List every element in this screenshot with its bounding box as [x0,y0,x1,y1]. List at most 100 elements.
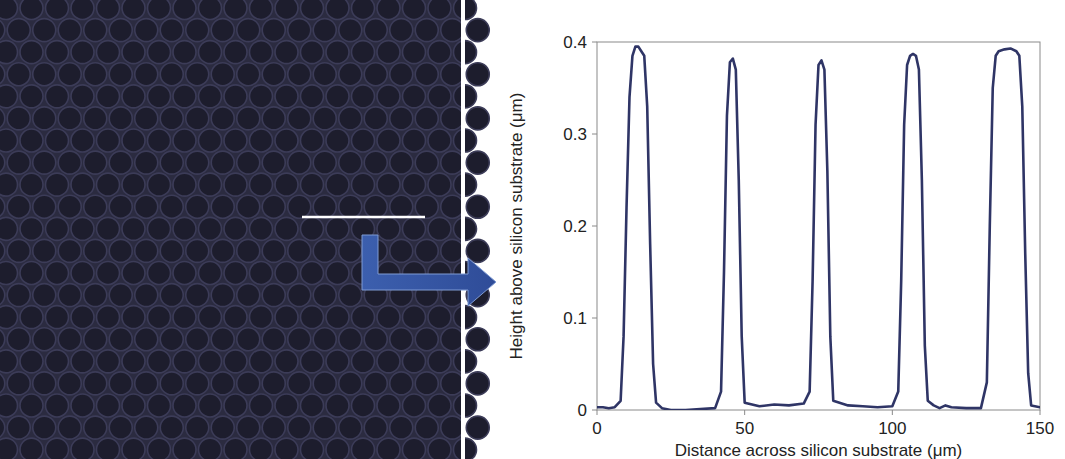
well [58,328,81,351]
well [262,416,285,439]
well [466,151,489,174]
well [122,306,145,329]
well [377,217,400,240]
profile-line [597,47,1040,410]
well [377,85,400,108]
well [122,394,145,417]
well [135,328,158,351]
well [20,129,43,152]
x-tick [597,410,598,415]
well [71,85,94,108]
well [313,328,336,351]
well [326,0,349,20]
well [20,394,43,417]
well [160,63,183,86]
well [364,328,387,351]
well [97,0,120,20]
well [20,261,43,284]
well [199,129,222,152]
well [46,41,69,64]
well [0,328,5,351]
well [250,350,273,373]
well [326,306,349,329]
well [58,284,81,307]
well [339,416,362,439]
well [148,85,171,108]
well [403,306,426,329]
well [33,416,56,439]
well [160,151,183,174]
well [403,350,426,373]
well [71,350,94,373]
well [7,416,30,439]
well [288,328,311,351]
well [135,151,158,174]
well [0,306,18,329]
well [109,19,132,42]
well [0,151,5,174]
well [109,372,132,395]
well [186,416,209,439]
well [466,328,489,351]
well [237,151,260,174]
well [33,372,56,395]
well [237,63,260,86]
well [97,41,120,64]
well [148,173,171,196]
well [428,350,451,373]
well [46,350,69,373]
well [109,416,132,439]
well [160,328,183,351]
well [173,394,196,417]
well [224,0,247,20]
well [7,107,30,130]
well [109,195,132,218]
well [250,41,273,64]
well [275,217,298,240]
well [224,129,247,152]
well [0,416,5,439]
well [211,328,234,351]
well [224,261,247,284]
well [326,85,349,108]
well [352,438,375,459]
well [301,261,324,284]
x-tick-label: 150 [1026,419,1054,438]
well [326,438,349,459]
well [84,328,107,351]
well [211,151,234,174]
well [173,306,196,329]
well [352,0,375,20]
well [326,350,349,373]
well [7,328,30,351]
well [301,350,324,373]
well [339,328,362,351]
well [377,0,400,20]
well [84,107,107,130]
well [58,416,81,439]
well [377,129,400,152]
well [7,195,30,218]
micrograph-background [0,0,461,459]
well [390,239,413,262]
x-tick [744,410,745,415]
well [288,284,311,307]
x-axis-title: Distance across silicon substrate (μm) [675,441,963,459]
well [288,239,311,262]
well [97,261,120,284]
well [46,394,69,417]
well [186,195,209,218]
well [0,261,18,284]
well [122,350,145,373]
well [415,372,438,395]
well [428,41,451,64]
well [199,261,222,284]
well [390,372,413,395]
well [7,284,30,307]
well [0,63,5,86]
well [415,416,438,439]
well [441,19,464,42]
well [262,328,285,351]
well [58,239,81,262]
well [237,284,260,307]
